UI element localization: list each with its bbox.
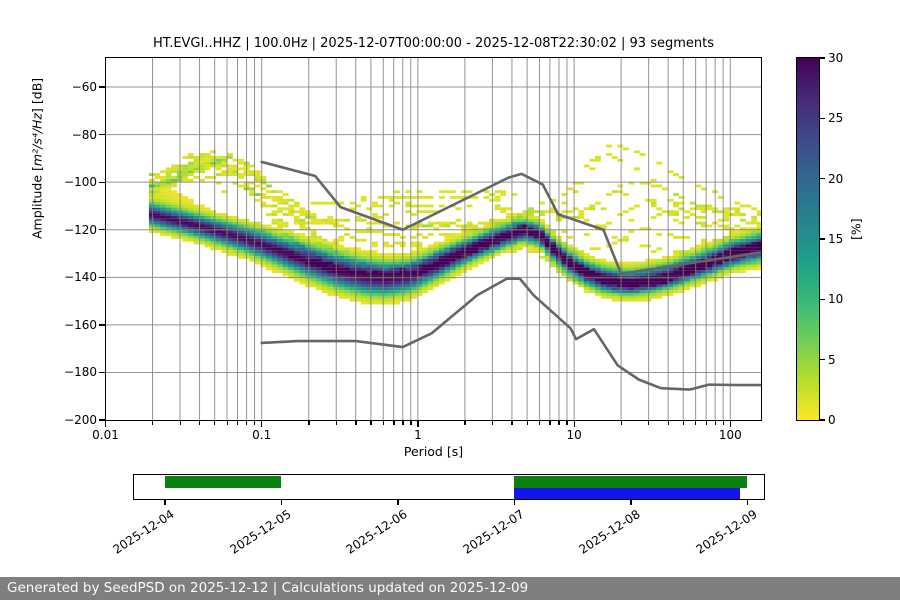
timeline-selection-bar [514, 487, 740, 499]
timeline-date-label: 2025-12-09 [693, 507, 760, 557]
y-tick-mark [99, 419, 105, 421]
x-tick-label: 1 [414, 428, 422, 442]
timeline-date-label: 2025-12-06 [343, 507, 410, 557]
y-tick-mark [99, 133, 105, 136]
x-minor-tick-mark [511, 421, 513, 425]
colorbar-gradient [796, 57, 820, 421]
x-minor-tick-mark [464, 421, 466, 425]
x-tick-mark [417, 421, 419, 427]
x-tick-label: 10 [566, 428, 582, 442]
x-minor-tick-mark [620, 421, 622, 425]
y-tick-label: −60 [71, 80, 97, 94]
x-minor-tick-mark [370, 421, 372, 425]
x-minor-tick-mark [526, 421, 528, 425]
y-tick-mark [99, 371, 105, 374]
x-minor-tick-mark [549, 421, 551, 425]
ppsd-histogram-canvas [106, 58, 761, 420]
x-minor-tick-mark [714, 421, 716, 425]
timeline-date-label: 2025-12-04 [110, 507, 177, 557]
y-tick-mark [99, 181, 105, 183]
x-minor-tick-mark [226, 421, 228, 425]
x-minor-tick-mark [254, 421, 256, 425]
colorbar-tick-label: 5 [828, 352, 836, 367]
x-minor-tick-mark [199, 421, 201, 425]
x-minor-tick-mark [382, 421, 385, 425]
timeline-availability-bar-current [514, 476, 747, 488]
x-minor-tick-mark [214, 421, 216, 425]
x-minor-tick-mark [410, 421, 412, 425]
y-tick-mark [99, 229, 105, 231]
y-tick-label: −180 [64, 365, 97, 380]
x-tick-label: 100 [718, 428, 742, 442]
colorbar-tick-mark [820, 57, 825, 59]
y-tick-mark [99, 86, 105, 88]
colorbar-tick-label: 10 [828, 292, 844, 307]
timeline-tick-mark [630, 500, 632, 505]
timeline-date-label: 2025-12-08 [576, 507, 643, 557]
x-tick-mark [261, 421, 263, 427]
x-tick-label: 0.1 [252, 428, 272, 442]
x-minor-tick-mark [705, 421, 707, 425]
x-minor-tick-mark [667, 421, 669, 425]
x-minor-tick-mark [308, 421, 310, 425]
colorbar-tick-mark [820, 359, 825, 361]
colorbar-tick-label: 25 [828, 111, 844, 126]
colorbar-tick-mark [820, 117, 825, 120]
period-axis-label: Period [s] [403, 444, 464, 459]
colorbar-tick-mark [820, 178, 825, 180]
x-tick-label: 0.01 [92, 428, 119, 442]
x-minor-tick-mark [695, 421, 697, 425]
x-minor-tick-mark [393, 421, 395, 425]
colorbar-tick-label: 20 [828, 171, 844, 186]
colorbar-tick-label: 30 [828, 51, 844, 65]
x-minor-tick-mark [152, 421, 154, 425]
timeline-tick-mark [513, 500, 516, 505]
x-minor-tick-mark [179, 421, 181, 425]
colorbar-tick-label: 0 [828, 413, 836, 427]
x-minor-tick-mark [538, 421, 541, 425]
colorbar-tick-label: 15 [828, 232, 844, 246]
x-tick-mark [573, 421, 575, 427]
x-minor-tick-mark [491, 421, 494, 425]
x-minor-tick-mark [402, 421, 404, 425]
timeline-tick-mark [397, 500, 399, 505]
y-tick-mark [99, 324, 105, 326]
colorbar-tick-mark [820, 419, 825, 421]
x-tick-mark [729, 421, 731, 427]
x-minor-tick-mark [722, 421, 724, 425]
timeline-tick-mark [164, 500, 166, 505]
x-minor-tick-mark [682, 421, 685, 425]
x-minor-tick-mark [566, 421, 568, 425]
y-tick-label: −200 [64, 413, 97, 428]
page-title: HT.EVGI..HHZ | 100.0Hz | 2025-12-07T00:0… [153, 36, 714, 51]
timeline-date-label: 2025-12-07 [460, 507, 527, 557]
timeline-tick-mark [746, 500, 749, 505]
y-tick-label: −120 [64, 222, 97, 237]
colorbar-tick-mark [820, 298, 825, 301]
y-tick-label: −100 [64, 175, 97, 190]
timeline-tick-mark [280, 500, 283, 505]
timeline-date-label: 2025-12-05 [227, 507, 294, 557]
colorbar-tick-mark [820, 238, 825, 240]
x-minor-tick-mark [355, 421, 357, 425]
footer-bar: Generated by SeedPSD on 2025-12-12 | Cal… [0, 577, 900, 600]
timeline-availability-bar-early [164, 476, 281, 488]
y-tick-label: −160 [64, 317, 97, 332]
y-tick-label: −80 [71, 127, 97, 142]
footer-text: Generated by SeedPSD on 2025-12-12 | Cal… [7, 580, 529, 596]
y-tick-mark [99, 276, 105, 279]
x-minor-tick-mark [237, 421, 239, 425]
x-minor-tick-mark [648, 421, 650, 425]
x-minor-tick-mark [335, 421, 338, 425]
y-tick-label: −140 [64, 270, 97, 285]
timeline-box [133, 474, 765, 500]
x-minor-tick-mark [246, 421, 248, 425]
x-minor-tick-mark [558, 421, 560, 425]
x-tick-mark [104, 421, 107, 427]
